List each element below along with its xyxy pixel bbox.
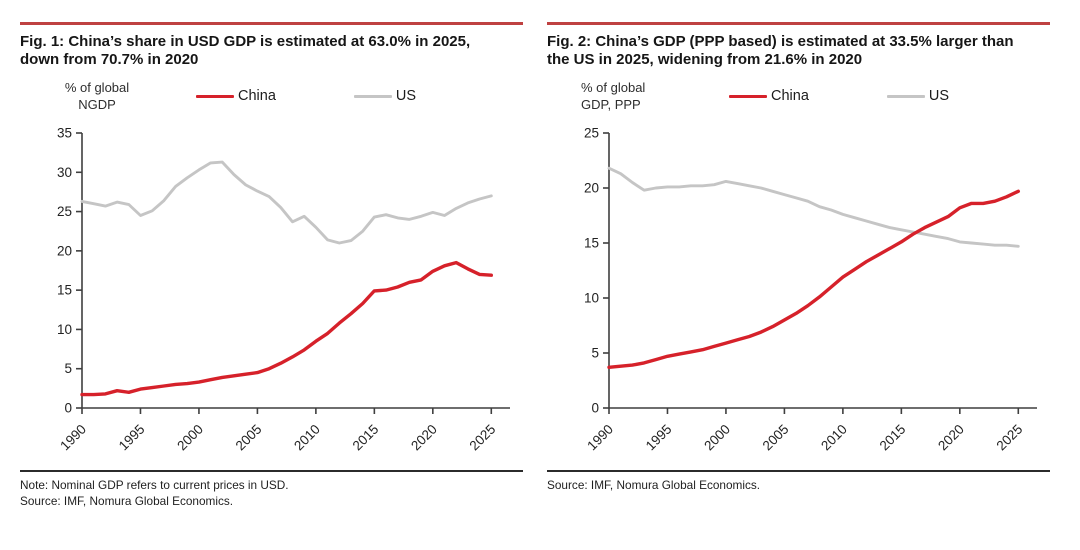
- svg-text:2005: 2005: [760, 422, 792, 454]
- svg-text:1990: 1990: [57, 422, 89, 454]
- china-line-swatch: [729, 94, 767, 99]
- svg-text:1990: 1990: [584, 422, 616, 454]
- unit-line-2: NGDP: [78, 96, 116, 112]
- svg-text:2020: 2020: [935, 422, 967, 454]
- svg-text:2020: 2020: [408, 422, 440, 454]
- figure-2-chart-header: % of global GDP, PPP China US: [547, 80, 1050, 126]
- figure-2-footer: Source: IMF, Nomura Global Economics.: [547, 470, 1050, 493]
- figure-1-footer: Note: Nominal GDP refers to current pric…: [20, 470, 523, 510]
- legend-label-us: US: [928, 88, 950, 105]
- unit-line-2: GDP, PPP: [581, 96, 641, 112]
- us-line-swatch: [353, 94, 392, 99]
- legend-item-us: US: [886, 88, 950, 105]
- figure-2-panel: Fig. 2: China’s GDP (PPP based) is estim…: [547, 22, 1050, 510]
- figure-2-y-axis-unit: % of global GDP, PPP: [581, 80, 673, 113]
- legend-item-china: China: [196, 88, 276, 104]
- svg-text:2015: 2015: [350, 422, 382, 454]
- figure-2-legend: China US: [729, 88, 949, 104]
- figure-1-source: Source: IMF, Nomura Global Economics.: [20, 494, 234, 509]
- legend-label-china: China: [771, 88, 809, 105]
- figure-1-legend: China US: [196, 88, 416, 104]
- svg-text:0: 0: [64, 401, 72, 416]
- figure-1-panel: Fig. 1: China’s share in USD GDP is esti…: [20, 22, 523, 510]
- svg-text:30: 30: [57, 165, 72, 180]
- svg-text:2000: 2000: [174, 422, 206, 454]
- figure-1-y-axis-unit: % of global NGDP: [54, 80, 140, 113]
- svg-text:10: 10: [57, 322, 72, 337]
- svg-text:25: 25: [57, 204, 72, 219]
- svg-text:0: 0: [591, 401, 599, 416]
- footer-rule: [547, 470, 1050, 472]
- svg-text:1995: 1995: [116, 422, 148, 454]
- svg-text:5: 5: [64, 361, 72, 376]
- figure-1-note: Note: Nominal GDP refers to current pric…: [20, 477, 289, 492]
- svg-text:35: 35: [57, 126, 72, 141]
- figure-1-chart-header: % of global NGDP China US: [20, 80, 523, 126]
- svg-text:15: 15: [584, 236, 599, 251]
- svg-text:2000: 2000: [701, 422, 733, 454]
- china-line-swatch: [196, 94, 234, 99]
- report-canvas: Fig. 1: China’s share in USD GDP is esti…: [20, 22, 1050, 510]
- legend-item-us: US: [353, 88, 417, 105]
- accent-rule: [20, 22, 523, 25]
- svg-text:25: 25: [584, 126, 599, 141]
- footer-rule: [20, 470, 523, 472]
- svg-text:2015: 2015: [877, 422, 909, 454]
- svg-text:15: 15: [57, 283, 72, 298]
- legend-label-china: China: [238, 88, 276, 105]
- us-line-swatch: [886, 94, 925, 99]
- svg-text:2010: 2010: [291, 422, 323, 454]
- svg-text:20: 20: [57, 244, 72, 259]
- legend-label-us: US: [395, 88, 417, 105]
- svg-text:2025: 2025: [994, 422, 1026, 454]
- svg-text:2005: 2005: [233, 422, 265, 454]
- svg-text:2025: 2025: [467, 422, 499, 454]
- unit-line-1: % of global: [581, 80, 646, 96]
- svg-text:1995: 1995: [643, 422, 675, 454]
- figure-2-source: Source: IMF, Nomura Global Economics.: [547, 477, 761, 492]
- legend-item-china: China: [729, 88, 809, 104]
- accent-rule: [547, 22, 1050, 25]
- figure-1-title: Fig. 1: China’s share in USD GDP is esti…: [20, 32, 471, 69]
- svg-text:2010: 2010: [818, 422, 850, 454]
- svg-text:5: 5: [591, 346, 599, 361]
- svg-text:10: 10: [584, 291, 599, 306]
- figure-2-title: Fig. 2: China’s GDP (PPP based) is estim…: [547, 32, 1014, 69]
- svg-text:20: 20: [584, 181, 599, 196]
- unit-line-1: % of global: [64, 80, 130, 96]
